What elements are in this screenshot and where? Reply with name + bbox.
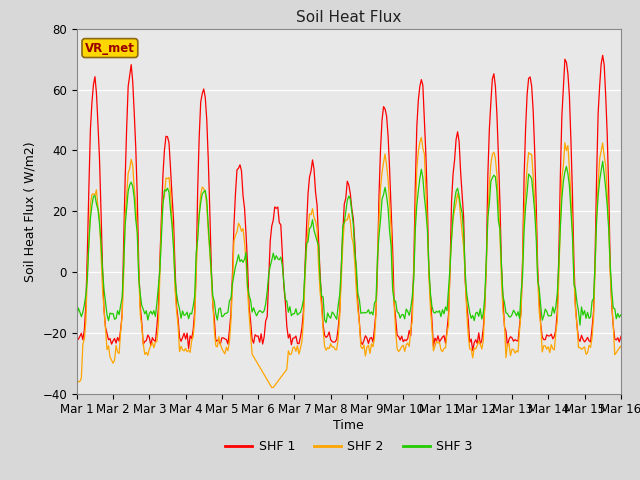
SHF 1 [111, 336, 118, 341]
Title: Soil Heat Flux: Soil Heat Flux [296, 10, 401, 25]
X-axis label: Time: Time [333, 419, 364, 432]
SHF 1 [487, 100, 495, 106]
SHF 2 [93, 187, 100, 193]
SHF 3 [599, 158, 607, 164]
SHF 1 [469, 348, 477, 354]
SHF 2 [575, 345, 582, 350]
SHF 3 [111, 316, 118, 322]
SHF 1 [635, 36, 640, 42]
SHF 3 [93, 201, 100, 207]
SHF 2 [73, 382, 81, 387]
SHF 1 [371, 325, 378, 331]
SHF 2 [111, 357, 118, 363]
Line: SHF 1: SHF 1 [77, 39, 640, 351]
SHF 1 [573, 323, 581, 328]
Text: VR_met: VR_met [85, 42, 135, 55]
SHF 2 [268, 384, 276, 390]
SHF 3 [371, 300, 378, 306]
Y-axis label: Soil Heat Flux ( W/m2): Soil Heat Flux ( W/m2) [24, 141, 36, 281]
Legend: SHF 1, SHF 2, SHF 3: SHF 1, SHF 2, SHF 3 [220, 435, 477, 458]
SHF 1 [73, 334, 81, 340]
SHF 3 [572, 286, 579, 292]
SHF 3 [73, 314, 81, 320]
SHF 2 [417, 134, 425, 140]
Line: SHF 3: SHF 3 [77, 161, 640, 325]
SHF 2 [372, 312, 380, 318]
SHF 2 [488, 152, 496, 157]
SHF 3 [486, 201, 493, 207]
Line: SHF 2: SHF 2 [77, 137, 640, 387]
SHF 3 [576, 322, 584, 328]
SHF 1 [93, 90, 100, 96]
